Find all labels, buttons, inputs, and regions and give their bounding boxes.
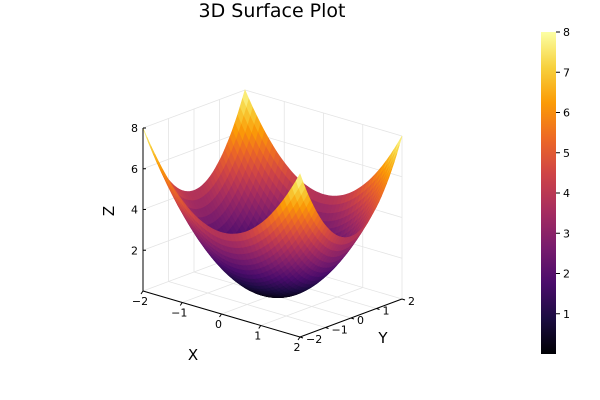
x-tick-label: 0 [215, 318, 222, 331]
x-tick-mark [297, 336, 301, 341]
x-tick-label: 2 [294, 341, 301, 354]
y-tick-mark [350, 317, 355, 320]
z-tick-label: 8 [131, 122, 138, 135]
x-tick-label: −2 [132, 295, 148, 308]
colorbar-tick-label: 6 [563, 107, 570, 120]
x-tick-label: 1 [254, 330, 261, 343]
chart-title: 3D Surface Plot [199, 0, 346, 22]
x-tick-mark [219, 313, 222, 318]
surface-mesh [142, 89, 403, 299]
colorbar-tick-label: 8 [563, 26, 570, 39]
y-axis-label: Y [377, 329, 388, 347]
y-gridline [168, 281, 326, 328]
z-tick-label: 6 [131, 163, 138, 176]
x-axis-label: X [188, 346, 198, 364]
axes: −2 −1 0 1 2 −2 −1 0 1 2 2 4 6 8 [131, 122, 415, 354]
surface-patch [295, 173, 303, 189]
colorbar-tick-label: 3 [563, 227, 570, 240]
colorbar-tick-label: 5 [563, 147, 570, 160]
y-tick-label: 0 [357, 314, 364, 327]
surface-patch [395, 135, 403, 152]
z-axis-label: Z [100, 206, 118, 216]
y-tick-mark [376, 308, 380, 310]
x-tick-mark [140, 290, 144, 295]
y-tick-label: 2 [408, 295, 415, 308]
colorbar-tick-label: 7 [563, 66, 570, 79]
z-tick-label: 4 [131, 204, 138, 217]
y-tick-mark [299, 336, 304, 339]
y-tick-mark [401, 298, 406, 301]
y-tick-label: 1 [383, 305, 390, 318]
x-tick-mark [179, 302, 183, 306]
colorbar-tick-label: 1 [563, 308, 570, 321]
colorbar-ticks: 1 2 3 4 5 6 7 8 [556, 26, 570, 321]
y-tick-label: −1 [332, 324, 348, 337]
y-tick-mark [325, 327, 329, 329]
y-tick-label: −2 [306, 333, 322, 346]
colorbar-tick-label: 2 [563, 268, 570, 281]
colorbar [541, 32, 556, 354]
colorbar-tick-label: 4 [563, 187, 570, 200]
z-tick-label: 2 [131, 244, 138, 257]
x-tick-label: −1 [171, 307, 187, 320]
x-tick-mark [258, 325, 262, 329]
